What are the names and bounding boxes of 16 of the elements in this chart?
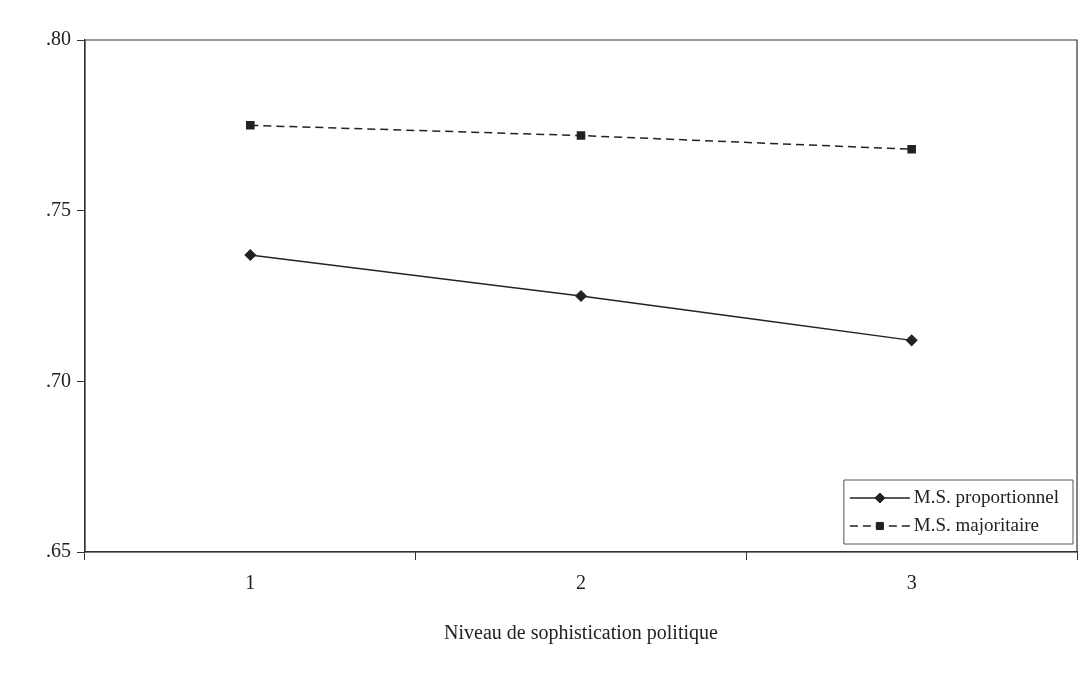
point: [246, 121, 255, 130]
point: [244, 249, 257, 261]
y-tick-label: .70: [46, 368, 71, 391]
y-tick-label: .80: [46, 27, 71, 50]
x-tick-label: 1: [245, 571, 256, 594]
point: [905, 334, 918, 347]
x-tick-label: 3: [906, 571, 917, 594]
x-axis-title: Niveau de sophistication politique: [444, 621, 719, 645]
point: [575, 290, 587, 302]
legend-label: M.S. majoritaire: [913, 513, 1039, 535]
x-tick-label: 2: [576, 571, 586, 594]
y-tick-label: .75: [46, 197, 71, 220]
point: [576, 131, 586, 140]
point: [907, 144, 916, 154]
legend-label: M.S. proportionnel: [913, 485, 1060, 507]
y-tick-label: .65: [46, 539, 71, 562]
